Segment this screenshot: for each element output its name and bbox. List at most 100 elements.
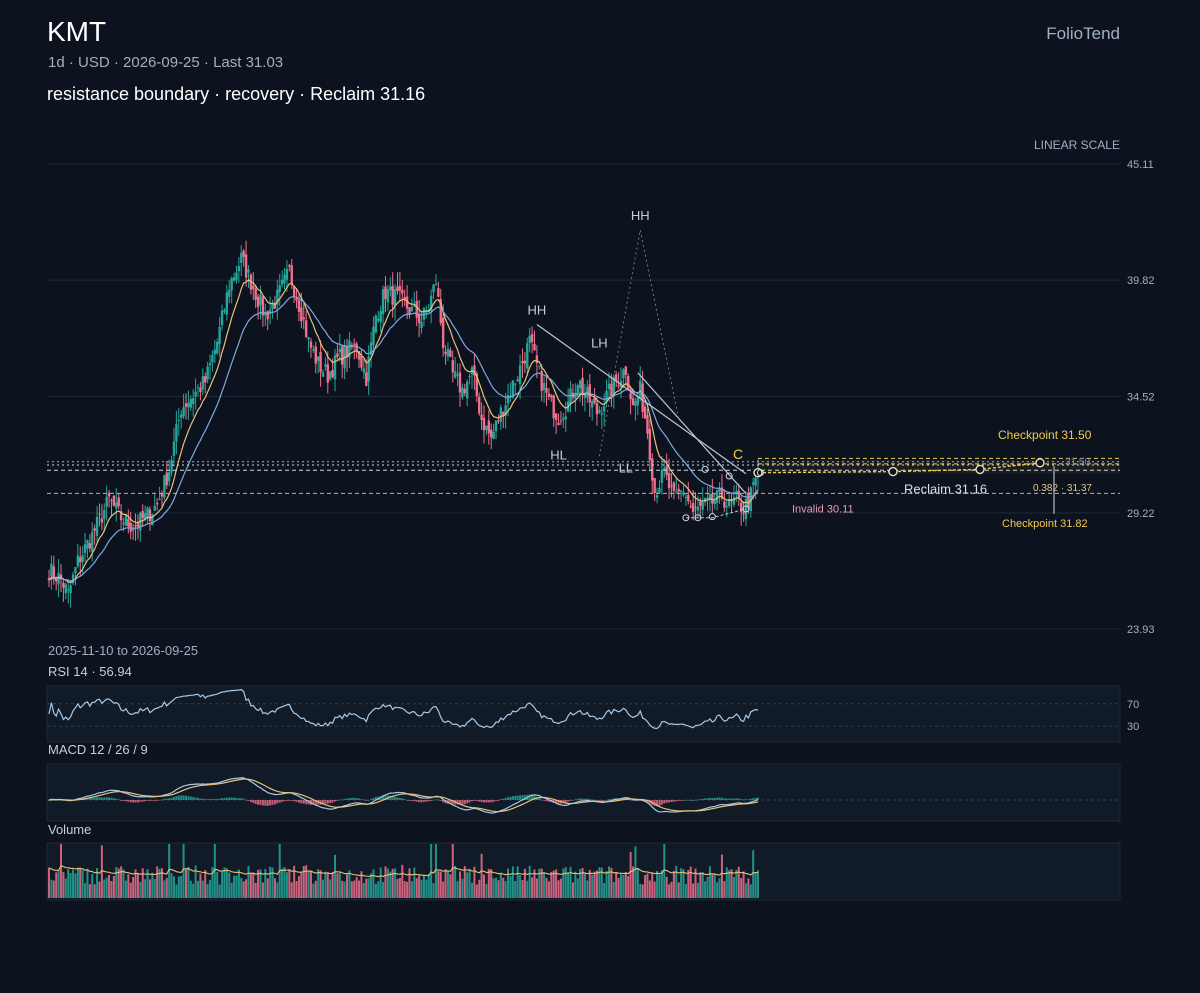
macd-histogram-bar [675, 800, 678, 802]
macd-histogram-bar [413, 800, 416, 802]
volume-bar [389, 871, 392, 898]
volume-bar [612, 882, 615, 898]
macd-histogram-bar [406, 799, 409, 801]
volume-bar [285, 872, 288, 898]
volume-bar [319, 870, 322, 898]
macd-histogram-bar [189, 796, 192, 800]
volume-bar [410, 881, 413, 898]
macd-histogram-bar [511, 796, 514, 800]
macd-histogram-bar [326, 800, 329, 804]
candle-body [715, 489, 719, 503]
macd-histogram-bar [112, 798, 115, 800]
macd-histogram-bar [403, 799, 406, 800]
candle-body [319, 351, 322, 372]
rsi-title: RSI 14 · 56.94 [48, 664, 132, 679]
candle-body [655, 495, 659, 499]
candle-body [228, 289, 231, 297]
volume-bar [74, 873, 77, 898]
macd-histogram-bar [184, 795, 187, 800]
volume-bar [225, 868, 228, 898]
candle-body [177, 419, 180, 421]
macd-histogram-bar [213, 799, 216, 800]
candle-body [62, 582, 65, 588]
candle-body [617, 385, 620, 387]
macd-histogram-bar [742, 799, 745, 801]
volume-bar [52, 880, 55, 898]
volume-bar [353, 880, 356, 898]
volume-bar [57, 869, 60, 898]
macd-histogram-bar [581, 798, 584, 800]
volume-bar [273, 878, 276, 898]
macd-histogram-bar [632, 800, 635, 801]
candle-body [345, 345, 349, 357]
macd-histogram-bar [372, 797, 375, 800]
candle-body [528, 335, 531, 343]
macd-histogram-bar [555, 800, 558, 804]
macd-histogram-bar [708, 797, 711, 800]
macd-histogram-bar [591, 799, 594, 801]
volume-bar [682, 869, 685, 898]
volume-bar [153, 878, 156, 898]
candle-body [155, 503, 159, 505]
candle-body [225, 292, 229, 315]
macd-histogram-bar [261, 800, 264, 806]
volume-bar [531, 877, 534, 898]
macd-histogram-bar [519, 795, 522, 800]
candle-body [381, 289, 385, 315]
candle-body [112, 495, 116, 506]
candle-body [103, 509, 106, 520]
volume-bar [403, 880, 406, 898]
volume-bar [711, 874, 714, 898]
rsi-line [48, 688, 759, 730]
macd-histogram-bar [583, 798, 586, 800]
volume-bar [754, 872, 757, 898]
macd-histogram-bar [245, 799, 248, 801]
candle-body [557, 422, 560, 425]
volume-bar [591, 874, 594, 898]
candle-body [379, 311, 382, 322]
macd-histogram-bar [680, 800, 683, 801]
chart-meta: 1d · USD · 2026-09-25 · Last 31.03 [48, 54, 284, 71]
candle-body [167, 472, 171, 482]
macd-histogram-bar [677, 800, 680, 801]
volume-bar [141, 868, 144, 898]
volume-bar [343, 881, 346, 898]
candle-body [201, 376, 205, 390]
volume-bar [367, 878, 370, 898]
candle-body [538, 365, 541, 367]
candle-body [624, 366, 628, 375]
macd-histogram-bar [646, 800, 649, 803]
candle-body [309, 341, 313, 348]
candle-body [497, 420, 500, 422]
macd-histogram-bar [228, 797, 231, 800]
volume-bar [139, 881, 142, 898]
volume-bar [511, 866, 514, 898]
macd-histogram-bar [434, 799, 437, 801]
macd-histogram-bar [732, 798, 735, 800]
macd-histogram-bar [576, 798, 579, 800]
candle-body [434, 283, 438, 285]
scale-label[interactable]: LINEAR SCALE [1034, 138, 1120, 152]
candle-body [165, 472, 168, 486]
candle-body [595, 403, 599, 415]
candle-body [259, 294, 262, 305]
candle-body [670, 485, 673, 487]
level-label: 31.50 [1065, 457, 1090, 468]
volume-bar [201, 880, 204, 898]
volume-bar [314, 880, 317, 898]
candle-body [651, 458, 654, 481]
volume-bar [442, 881, 445, 898]
macd-histogram-bar [242, 798, 245, 800]
volume-bar [221, 870, 224, 898]
volume-bar [747, 878, 750, 898]
macd-histogram-bar [523, 795, 526, 800]
macd-histogram-bar [483, 800, 486, 803]
volume-bar [295, 880, 298, 898]
macd-histogram-bar [713, 798, 716, 800]
candle-body [216, 341, 219, 354]
candle-body [494, 420, 498, 432]
volume-bar [569, 866, 572, 898]
candle-body [91, 531, 94, 552]
volume-bar [211, 866, 214, 898]
